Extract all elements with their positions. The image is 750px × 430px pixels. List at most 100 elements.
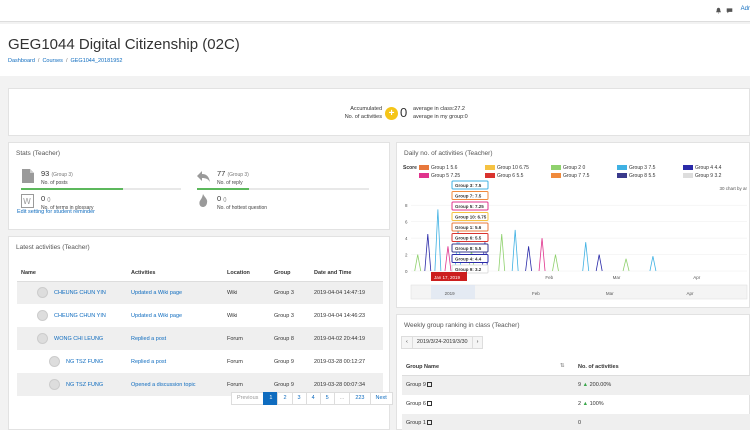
group-cell: Group 9 <box>274 358 294 365</box>
activity-link[interactable]: Updated a Wiki page <box>131 312 183 319</box>
student-reminder-link[interactable]: Edit setting for student reminder <box>17 209 95 215</box>
pager-next[interactable]: Next <box>369 392 393 405</box>
activity-link[interactable]: Updated a Wiki page <box>131 289 183 296</box>
legend-item[interactable]: Group 2 0 <box>551 165 585 171</box>
stats-panel: Stats (Teacher) 93 (Group 3) No. of post… <box>8 142 390 230</box>
group-name[interactable]: Group 1 <box>406 420 433 426</box>
user-menu[interactable]: Adr <box>740 6 750 12</box>
posts-value: 93 <box>41 169 50 178</box>
pager-page-5[interactable]: 5 <box>319 392 335 405</box>
activity-count: 9 ▲ 200.00% <box>578 382 612 388</box>
series-peak <box>538 238 546 272</box>
pagination: Previous 1 2 3 4 5 ... 223 Next <box>231 392 393 405</box>
latest-title: Latest activities (Teacher) <box>16 244 90 251</box>
tooltip-box <box>451 243 489 253</box>
page-title: GEG1044 Digital Citizenship (02C) <box>8 36 240 53</box>
chat-icon[interactable] <box>726 7 733 14</box>
activities-label: No. of activities <box>344 114 382 120</box>
activities-table: Name Activities Location Group Date and … <box>17 265 383 396</box>
x-tick-label: Feb <box>545 275 553 280</box>
plus-coin-icon: + <box>385 107 398 120</box>
col-activities: Activities <box>127 265 223 282</box>
navigator-tick: 2019 <box>445 291 456 296</box>
user-name-link[interactable]: NG TSZ FUNG <box>66 358 104 365</box>
legend-label: Group 10 6.75 <box>497 165 529 171</box>
pager-previous[interactable]: Previous <box>231 392 265 405</box>
bell-icon[interactable] <box>715 7 722 14</box>
legend-item[interactable]: Group 4 4.4 <box>683 165 721 171</box>
pager-page-3[interactable]: 3 <box>291 392 307 405</box>
tooltip-box <box>451 254 489 263</box>
avatar <box>49 379 60 390</box>
legend-item[interactable]: Group 7 7.5 <box>551 173 589 179</box>
x-tick-label: Mar <box>613 275 621 280</box>
activity-link[interactable]: Replied a post <box>131 358 167 365</box>
location-cell: Forum <box>227 358 243 365</box>
table-row: NG TSZ FUNG Opened a discussion topic Fo… <box>17 373 383 396</box>
activity-link[interactable]: Opened a discussion topic <box>131 381 196 388</box>
group-name[interactable]: Group 6 <box>406 401 433 407</box>
tooltip-date-box <box>431 272 467 281</box>
navigator-tick: Feb <box>532 291 540 296</box>
tooltip-line: Group 5: 7.25 <box>455 204 484 209</box>
user-name-link[interactable]: WONG CHI LEUNG <box>54 335 104 342</box>
tooltip-box <box>451 233 489 242</box>
page-header: GEG1044 Digital Citizenship (02C) Dashbo… <box>0 24 750 76</box>
col-activity-count: No. of activities <box>578 364 619 370</box>
legend-item[interactable]: Group 10 6.75 <box>485 165 529 171</box>
y-tick-label: 2 <box>405 253 408 258</box>
tooltip-box <box>451 191 489 200</box>
series-peak <box>498 233 506 272</box>
avatar <box>37 310 48 321</box>
pager-page-last[interactable]: 223 <box>349 392 371 405</box>
y-tick-label: 0 <box>405 269 408 274</box>
group-cell: Group 3 <box>270 281 310 304</box>
legend-item[interactable]: Group 8 5.5 <box>617 173 655 179</box>
posts-caption: No. of posts <box>41 180 68 186</box>
datetime-cell: 2019-03-28 00:12:27 <box>314 358 366 365</box>
pager-page-1[interactable]: 1 <box>263 392 279 405</box>
legend-label: Group 3 7.5 <box>629 165 656 171</box>
series-peak <box>582 242 590 272</box>
plus-box-icon <box>427 420 433 426</box>
tooltip-line: Group 7: 7.5 <box>455 194 482 199</box>
series-peak <box>414 254 422 272</box>
reply-icon <box>197 171 210 182</box>
legend-item[interactable]: Group 9 3.2 <box>683 173 721 179</box>
legend-label: Group 4 4.4 <box>695 165 722 171</box>
series-peak <box>622 258 630 272</box>
pager-page-2[interactable]: 2 <box>277 392 293 405</box>
pager-page-4[interactable]: 4 <box>305 392 321 405</box>
breadcrumb: Dashboard / Courses / GEG1044_20181952 <box>8 58 123 64</box>
x-tick-label: Apr <box>693 275 701 280</box>
activity-link[interactable]: Replied a post <box>131 335 167 342</box>
legend-label: Group 5 7.25 <box>431 173 461 179</box>
tooltip-line: Group 6: 5.5 <box>455 236 482 241</box>
datetime-cell: 2019-04-02 20:44:19 <box>310 327 383 350</box>
user-name-link[interactable]: NG TSZ FUNG <box>66 381 104 388</box>
group-name[interactable]: Group 9 <box>406 382 433 388</box>
series-peak <box>525 246 532 272</box>
average-group: average in my group:0 <box>413 114 468 120</box>
pager-ellipsis: ... <box>333 392 351 405</box>
legend-item[interactable]: Group 6 5.5 <box>485 173 523 179</box>
ranking-row: Group 9 9 ▲ 200.00% <box>402 376 750 395</box>
legend-item[interactable]: Group 3 7.5 <box>617 165 655 171</box>
user-name-link[interactable]: CHEUNG CHUN YIN <box>54 290 106 297</box>
legend-item[interactable]: Group 5 7.25 <box>419 173 460 179</box>
legend-item[interactable]: Group 1 5.6 <box>419 165 457 171</box>
series-peak <box>434 209 442 272</box>
tooltip-line: Group 10: 6.75 <box>455 215 487 220</box>
glossary-group: () <box>47 197 51 203</box>
legend-label: Group 7 7.5 <box>563 173 590 179</box>
top-navbar: Adr <box>0 0 750 22</box>
series-peak <box>444 246 452 272</box>
col-datetime: Date and Time <box>310 265 383 282</box>
week-next-button[interactable]: › <box>471 336 484 349</box>
breadcrumb-dashboard[interactable]: Dashboard <box>8 58 35 64</box>
breadcrumb-course[interactable]: GEG1044_20181952 <box>70 58 123 64</box>
sort-icon[interactable]: ⇅ <box>560 363 565 369</box>
user-name-link[interactable]: CHEUNG CHUN YIN <box>54 312 106 319</box>
breadcrumb-courses[interactable]: Courses <box>42 58 63 64</box>
reply-group: (Group 3) <box>227 172 249 178</box>
